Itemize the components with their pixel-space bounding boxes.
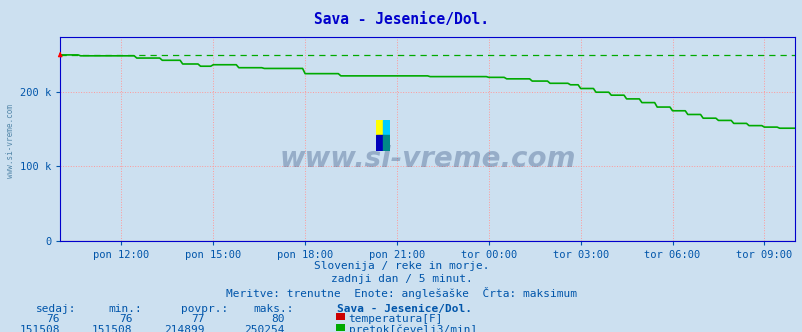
Text: 80: 80 (271, 314, 285, 324)
Bar (383, 120, 390, 135)
Text: povpr.:: povpr.: (180, 304, 228, 314)
Text: 76: 76 (47, 314, 60, 324)
Text: www.si-vreme.com: www.si-vreme.com (279, 145, 575, 173)
Text: zadnji dan / 5 minut.: zadnji dan / 5 minut. (330, 274, 472, 284)
Text: Meritve: trenutne  Enote: anglešaške  Črta: maksimum: Meritve: trenutne Enote: anglešaške Črta… (225, 287, 577, 299)
Text: sedaj:: sedaj: (36, 304, 76, 314)
Text: 214899: 214899 (164, 325, 205, 332)
Text: Sava - Jesenice/Dol.: Sava - Jesenice/Dol. (337, 304, 472, 314)
Text: maks.:: maks.: (253, 304, 293, 314)
Text: 151508: 151508 (20, 325, 60, 332)
Text: temperatura[F]: temperatura[F] (348, 314, 443, 324)
Text: min.:: min.: (108, 304, 142, 314)
Text: pretok[čevelj3/min]: pretok[čevelj3/min] (348, 325, 476, 332)
Text: 76: 76 (119, 314, 132, 324)
Text: Sava - Jesenice/Dol.: Sava - Jesenice/Dol. (314, 12, 488, 27)
Bar (383, 135, 390, 151)
Bar (375, 135, 383, 151)
Text: 250254: 250254 (245, 325, 285, 332)
Text: 77: 77 (191, 314, 205, 324)
Text: www.si-vreme.com: www.si-vreme.com (6, 104, 15, 178)
Text: Slovenija / reke in morje.: Slovenija / reke in morje. (314, 261, 488, 271)
Bar (375, 120, 383, 135)
Text: 151508: 151508 (92, 325, 132, 332)
